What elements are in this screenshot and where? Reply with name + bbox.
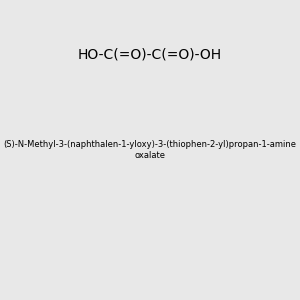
Text: (S)-N-Methyl-3-(naphthalen-1-yloxy)-3-(thiophen-2-yl)propan-1-amine oxalate: (S)-N-Methyl-3-(naphthalen-1-yloxy)-3-(t… [4,140,296,160]
Text: HO-C(=O)-C(=O)-OH: HO-C(=O)-C(=O)-OH [78,47,222,61]
